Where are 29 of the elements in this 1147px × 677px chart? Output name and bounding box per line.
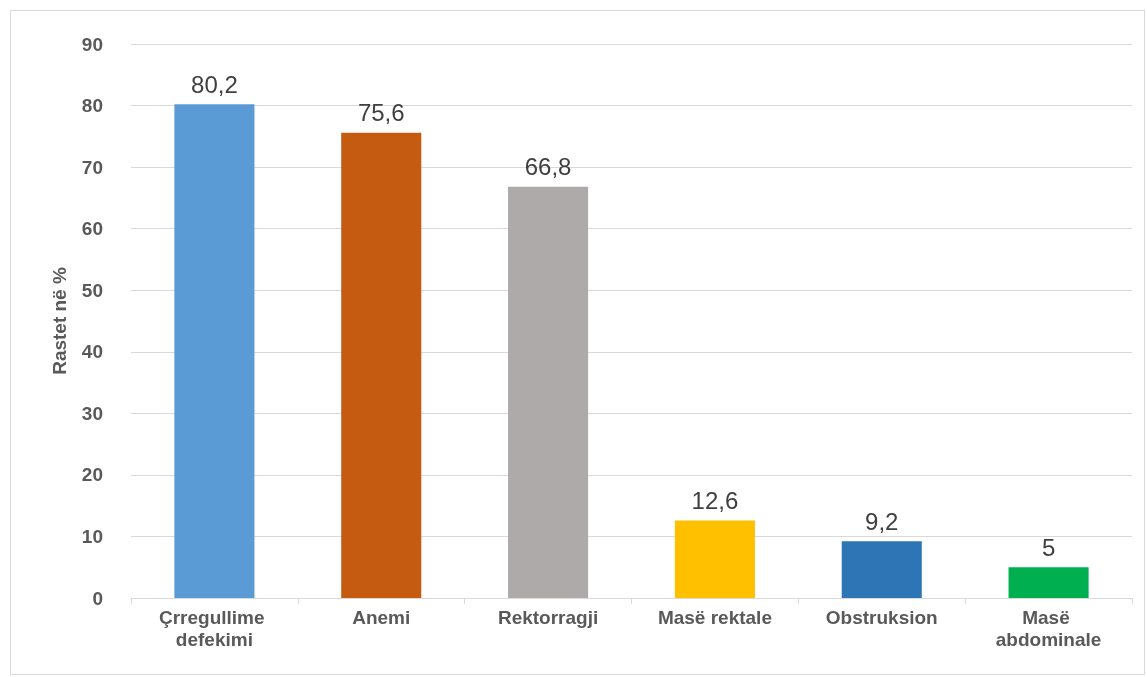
x-tick-label: Masë rektale xyxy=(657,606,772,628)
y-tick-label: 10 xyxy=(81,525,103,547)
y-tick-label: 60 xyxy=(81,218,103,240)
y-tick-label: 90 xyxy=(81,33,103,55)
data-label: 9,2 xyxy=(865,507,899,535)
bar xyxy=(674,520,755,598)
y-tick-label: 0 xyxy=(92,587,103,609)
y-tick-label: 30 xyxy=(81,402,103,424)
y-tick-label: 20 xyxy=(81,464,103,486)
x-tick-label: Masë abdominale xyxy=(995,606,1102,650)
x-tick-label: Anemi xyxy=(352,606,411,628)
y-tick-label: 80 xyxy=(81,95,103,117)
bar xyxy=(174,104,255,598)
data-label: 75,6 xyxy=(357,99,405,127)
x-tick-label: Obstruksion xyxy=(825,606,938,628)
bar xyxy=(341,132,422,598)
y-axis-title: Rastet në % xyxy=(49,267,70,375)
y-tick-label: 50 xyxy=(81,279,103,301)
data-label: 66,8 xyxy=(524,153,572,181)
x-tick-label: Rektorragji xyxy=(497,606,599,628)
y-tick-label: 40 xyxy=(81,341,103,363)
bar xyxy=(508,186,589,598)
data-label: 12,6 xyxy=(691,486,739,514)
bar xyxy=(841,541,922,598)
data-label: 80,2 xyxy=(191,70,238,98)
bar xyxy=(1008,567,1089,598)
data-label: 5 xyxy=(1041,533,1056,561)
x-tick-label: Çrregullime defekimi xyxy=(158,606,270,650)
y-tick-label: 70 xyxy=(81,156,103,178)
